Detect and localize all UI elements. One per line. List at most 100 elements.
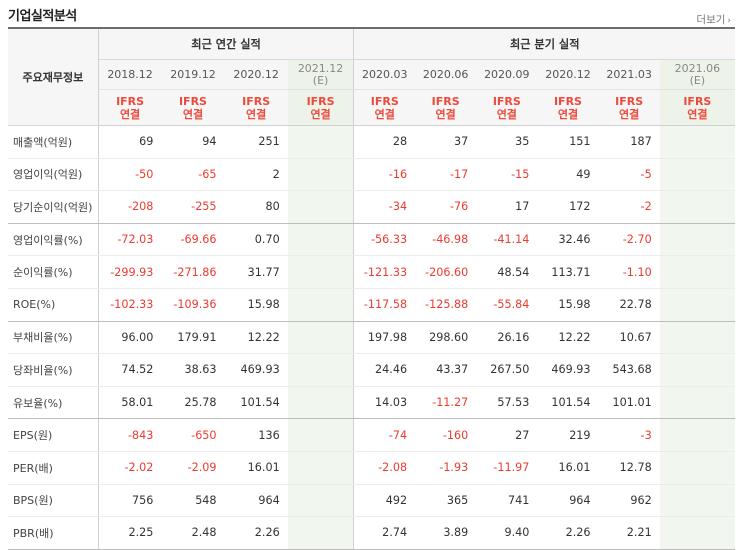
basis-consolidated: 연결: [619, 107, 640, 121]
table-cell: [287, 125, 354, 159]
table-cell: -41.14: [476, 223, 538, 257]
table-cell: [287, 288, 354, 322]
table-cell: 14.03: [353, 386, 416, 420]
table-cell: 25.78: [161, 386, 225, 420]
table-cell: [287, 418, 354, 452]
table-cell: 492: [353, 484, 416, 518]
table-cell: 964: [224, 484, 288, 518]
table-cell: -11.27: [415, 386, 477, 420]
period-label: 2020.06: [422, 68, 469, 81]
table-cell: -125.88: [415, 288, 477, 322]
table-cell: 37: [415, 125, 477, 159]
section-title: 기업실적분석: [8, 9, 77, 24]
table-cell: [659, 255, 735, 289]
more-label[interactable]: 더보기: [696, 14, 726, 26]
table-row: ROE(%) -102.33 -109.36 15.98 -117.58 -125.88-…: [8, 288, 735, 322]
table-cell: -1.93: [415, 451, 477, 485]
table-cell: [287, 223, 354, 257]
table-cell: 31.77: [224, 255, 288, 289]
row-label: 순이익률(%): [8, 255, 99, 289]
basis-consolidated: 연결: [246, 107, 267, 121]
basis-ifrs: IFRS: [615, 94, 644, 108]
table-cell: -121.33: [353, 255, 416, 289]
period-label: 2020.03: [362, 68, 408, 81]
table-row: 영업이익률(%) -72.03 -69.66 0.70 -56.33 -46.98 -41.…: [8, 223, 735, 257]
period-label: 2021.06: [674, 61, 721, 75]
row-label: 당기순이익(억원): [8, 190, 99, 224]
basis-header: IFRS 연결: [415, 89, 477, 126]
table-cell: 113.71: [537, 255, 599, 289]
table-cell: 187: [598, 125, 660, 159]
period-header: 2020.03: [353, 59, 416, 90]
period-label: 2018.12: [107, 68, 153, 81]
table-cell: 2: [224, 158, 288, 192]
table-cell: 24.46: [353, 353, 416, 387]
table-cell: 365: [415, 484, 477, 518]
table-cell: -17: [415, 158, 477, 192]
table-row: EPS(원) -843 -650 136 -74 -160 27 219 -3: [8, 418, 735, 452]
table-cell: -843: [98, 418, 162, 452]
table-cell: -72.03: [98, 223, 162, 257]
table-cell: [659, 353, 735, 387]
table-cell: [659, 288, 735, 322]
table-cell: -34: [353, 190, 416, 224]
table-cell: 15.98: [537, 288, 599, 322]
basis-consolidated: 연결: [557, 107, 579, 121]
table-cell: -50: [98, 158, 162, 192]
table-cell: 12.22: [537, 321, 599, 355]
basis-ifrs: IFRS: [683, 94, 712, 108]
table-cell: 35: [476, 125, 538, 159]
row-header-label: 주요재무정보: [8, 27, 99, 126]
table-cell: 741: [476, 484, 538, 518]
period-header: 2020.06: [415, 59, 477, 90]
table-cell: -55.84: [476, 288, 538, 322]
table-cell: 74.52: [98, 353, 162, 387]
table-cell: 80: [224, 190, 288, 224]
period-label: 2021.03: [606, 68, 652, 81]
row-label: BPS(원): [8, 484, 99, 518]
basis-ifrs: IFRS: [492, 94, 521, 108]
table-row: 부채비율(%) 96.00 179.91 12.22 197.98 298.60 26.16…: [8, 321, 735, 355]
basis-ifrs: IFRS: [242, 94, 271, 108]
period-header: 2020.12: [537, 59, 599, 90]
table-cell: -76: [415, 190, 477, 224]
basis-consolidated: 연결: [119, 107, 141, 121]
table-cell: -5: [598, 158, 660, 192]
table-cell: 172: [537, 190, 599, 224]
table-row: PER(배) -2.02 -2.09 16.01 -2.08 -1.93 -11.97 16.…: [8, 451, 735, 485]
table-cell: 251: [224, 125, 288, 159]
basis-header: IFRS 연결: [537, 89, 599, 126]
table-cell: -109.36: [161, 288, 225, 322]
table-cell: -208: [98, 190, 162, 224]
table-cell: 219: [537, 418, 599, 452]
basis-ifrs: IFRS: [431, 94, 460, 108]
table-cell: -160: [415, 418, 477, 452]
period-label: 2020.09: [484, 68, 530, 81]
table-cell: [659, 451, 735, 485]
more-link[interactable]: 더보기 ›: [696, 12, 731, 27]
table-cell: 57.53: [476, 386, 538, 420]
table-cell: [659, 484, 735, 518]
row-label: ROE(%): [8, 288, 99, 322]
table-cell: 0.70: [224, 223, 288, 257]
table-cell: 151: [537, 125, 599, 159]
table-cell: -1.10: [598, 255, 660, 289]
table-cell: [287, 321, 354, 355]
row-label: 당좌비율(%): [8, 353, 99, 387]
table-cell: 964: [537, 484, 599, 518]
basis-consolidated: 연결: [687, 107, 708, 121]
table-cell: -2.09: [161, 451, 225, 485]
annual-group-header: 최근 연간 실적: [98, 27, 354, 60]
period-header: 2021.06 (E): [659, 59, 735, 90]
basis-consolidated: 연결: [435, 107, 456, 121]
estimate-marker: (E): [689, 73, 706, 87]
table-cell: [659, 418, 735, 452]
table-cell: 548: [161, 484, 225, 518]
table-row: 순이익률(%) -299.93 -271.86 31.77 -121.33 -206.60…: [8, 255, 735, 289]
financial-summary-table: 주요재무정보 최근 연간 실적 최근 분기 실적 2018.12 2019.12 2…: [8, 27, 735, 550]
table-cell: -299.93: [98, 255, 162, 289]
table-cell: -2: [598, 190, 660, 224]
table-cell: [287, 158, 354, 192]
table-row: BPS(원) 756 548 964 492 365 741 964 962: [8, 484, 735, 518]
table-cell: [659, 190, 735, 224]
